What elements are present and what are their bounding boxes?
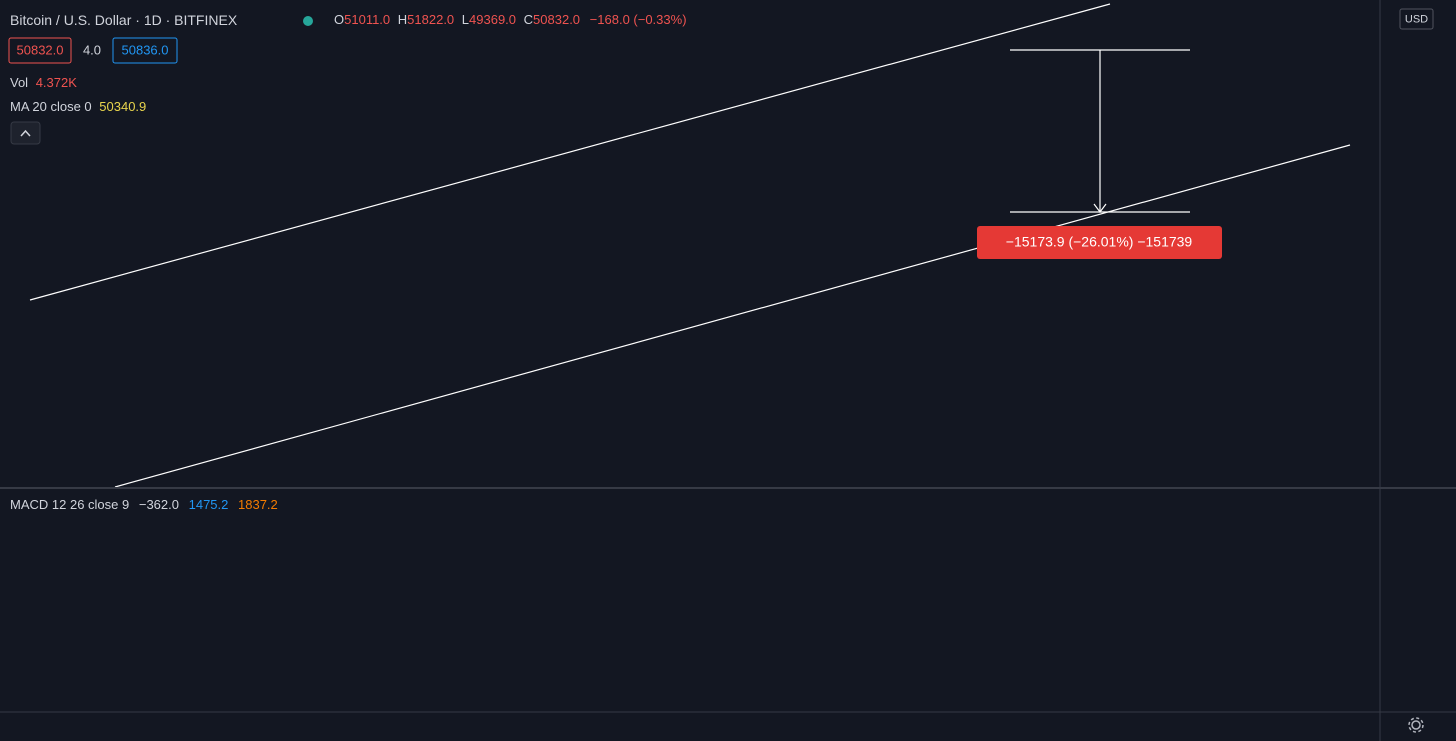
ask-box[interactable] (112, 37, 178, 64)
collapse-button[interactable] (10, 121, 41, 145)
ohlc-value: 51011.0 (344, 12, 390, 27)
ohlc-key: L (462, 12, 469, 27)
settings-button[interactable] (1408, 717, 1424, 733)
macd-hist-value: −362.0 (139, 497, 179, 512)
market-status (303, 16, 313, 26)
measure-label: −15173.9 (−26.01%) −151739 (1006, 234, 1193, 250)
ma-label: MA 20 close 0 (10, 99, 92, 114)
channel-lower (114, 144, 1351, 488)
bid-box[interactable] (8, 37, 72, 64)
measure-label-box (977, 226, 1222, 259)
ohlc-legend: O51011.0 H51822.0 L49369.0 C50832.0 −168… (334, 12, 687, 27)
change: −168.0 (−0.33%) (590, 12, 687, 27)
settings-icon-teeth (1408, 717, 1424, 733)
ohlc-value: 51822.0 (407, 12, 454, 27)
currency-box[interactable] (1399, 8, 1434, 30)
settings-icon-core (1411, 720, 1421, 730)
macd-value: 1475.2 (189, 497, 229, 512)
volume-value: 4.372K (36, 75, 78, 90)
measure-arrowhead (1093, 203, 1107, 213)
channel-upper (29, 3, 1111, 301)
ma-value: 50340.9 (99, 99, 146, 114)
ohlc-value: 50832.0 (533, 12, 580, 27)
collapse-icon (20, 129, 31, 137)
ma-legend: MA 20 close 0 50340.9 (10, 99, 146, 114)
macd-label: MACD 12 26 close 9 (10, 497, 129, 512)
volume-label: Vol (10, 75, 28, 90)
spread: 4.0 (83, 42, 101, 57)
drawings (29, 3, 1351, 488)
volume-legend: Vol 4.372K (10, 75, 77, 90)
signal-value: 1837.2 (238, 497, 278, 512)
ohlc-value: 49369.0 (469, 12, 516, 27)
legend-header: Bitcoin / U.S. Dollar · 1D · BITFINEX (10, 12, 238, 28)
currency: USD (1405, 13, 1428, 25)
ohlc-key: C (524, 12, 533, 27)
ask: 50836.0 (122, 42, 169, 57)
macd-legend: MACD 12 26 close 9 −362.0 1475.2 1837.2 (10, 497, 278, 512)
ohlc-key: O (334, 12, 344, 27)
bid: 50832.0 (17, 42, 64, 57)
symbol-title: Bitcoin / U.S. Dollar · 1D · BITFINEX (10, 12, 238, 28)
ohlc-key: H (398, 12, 407, 27)
